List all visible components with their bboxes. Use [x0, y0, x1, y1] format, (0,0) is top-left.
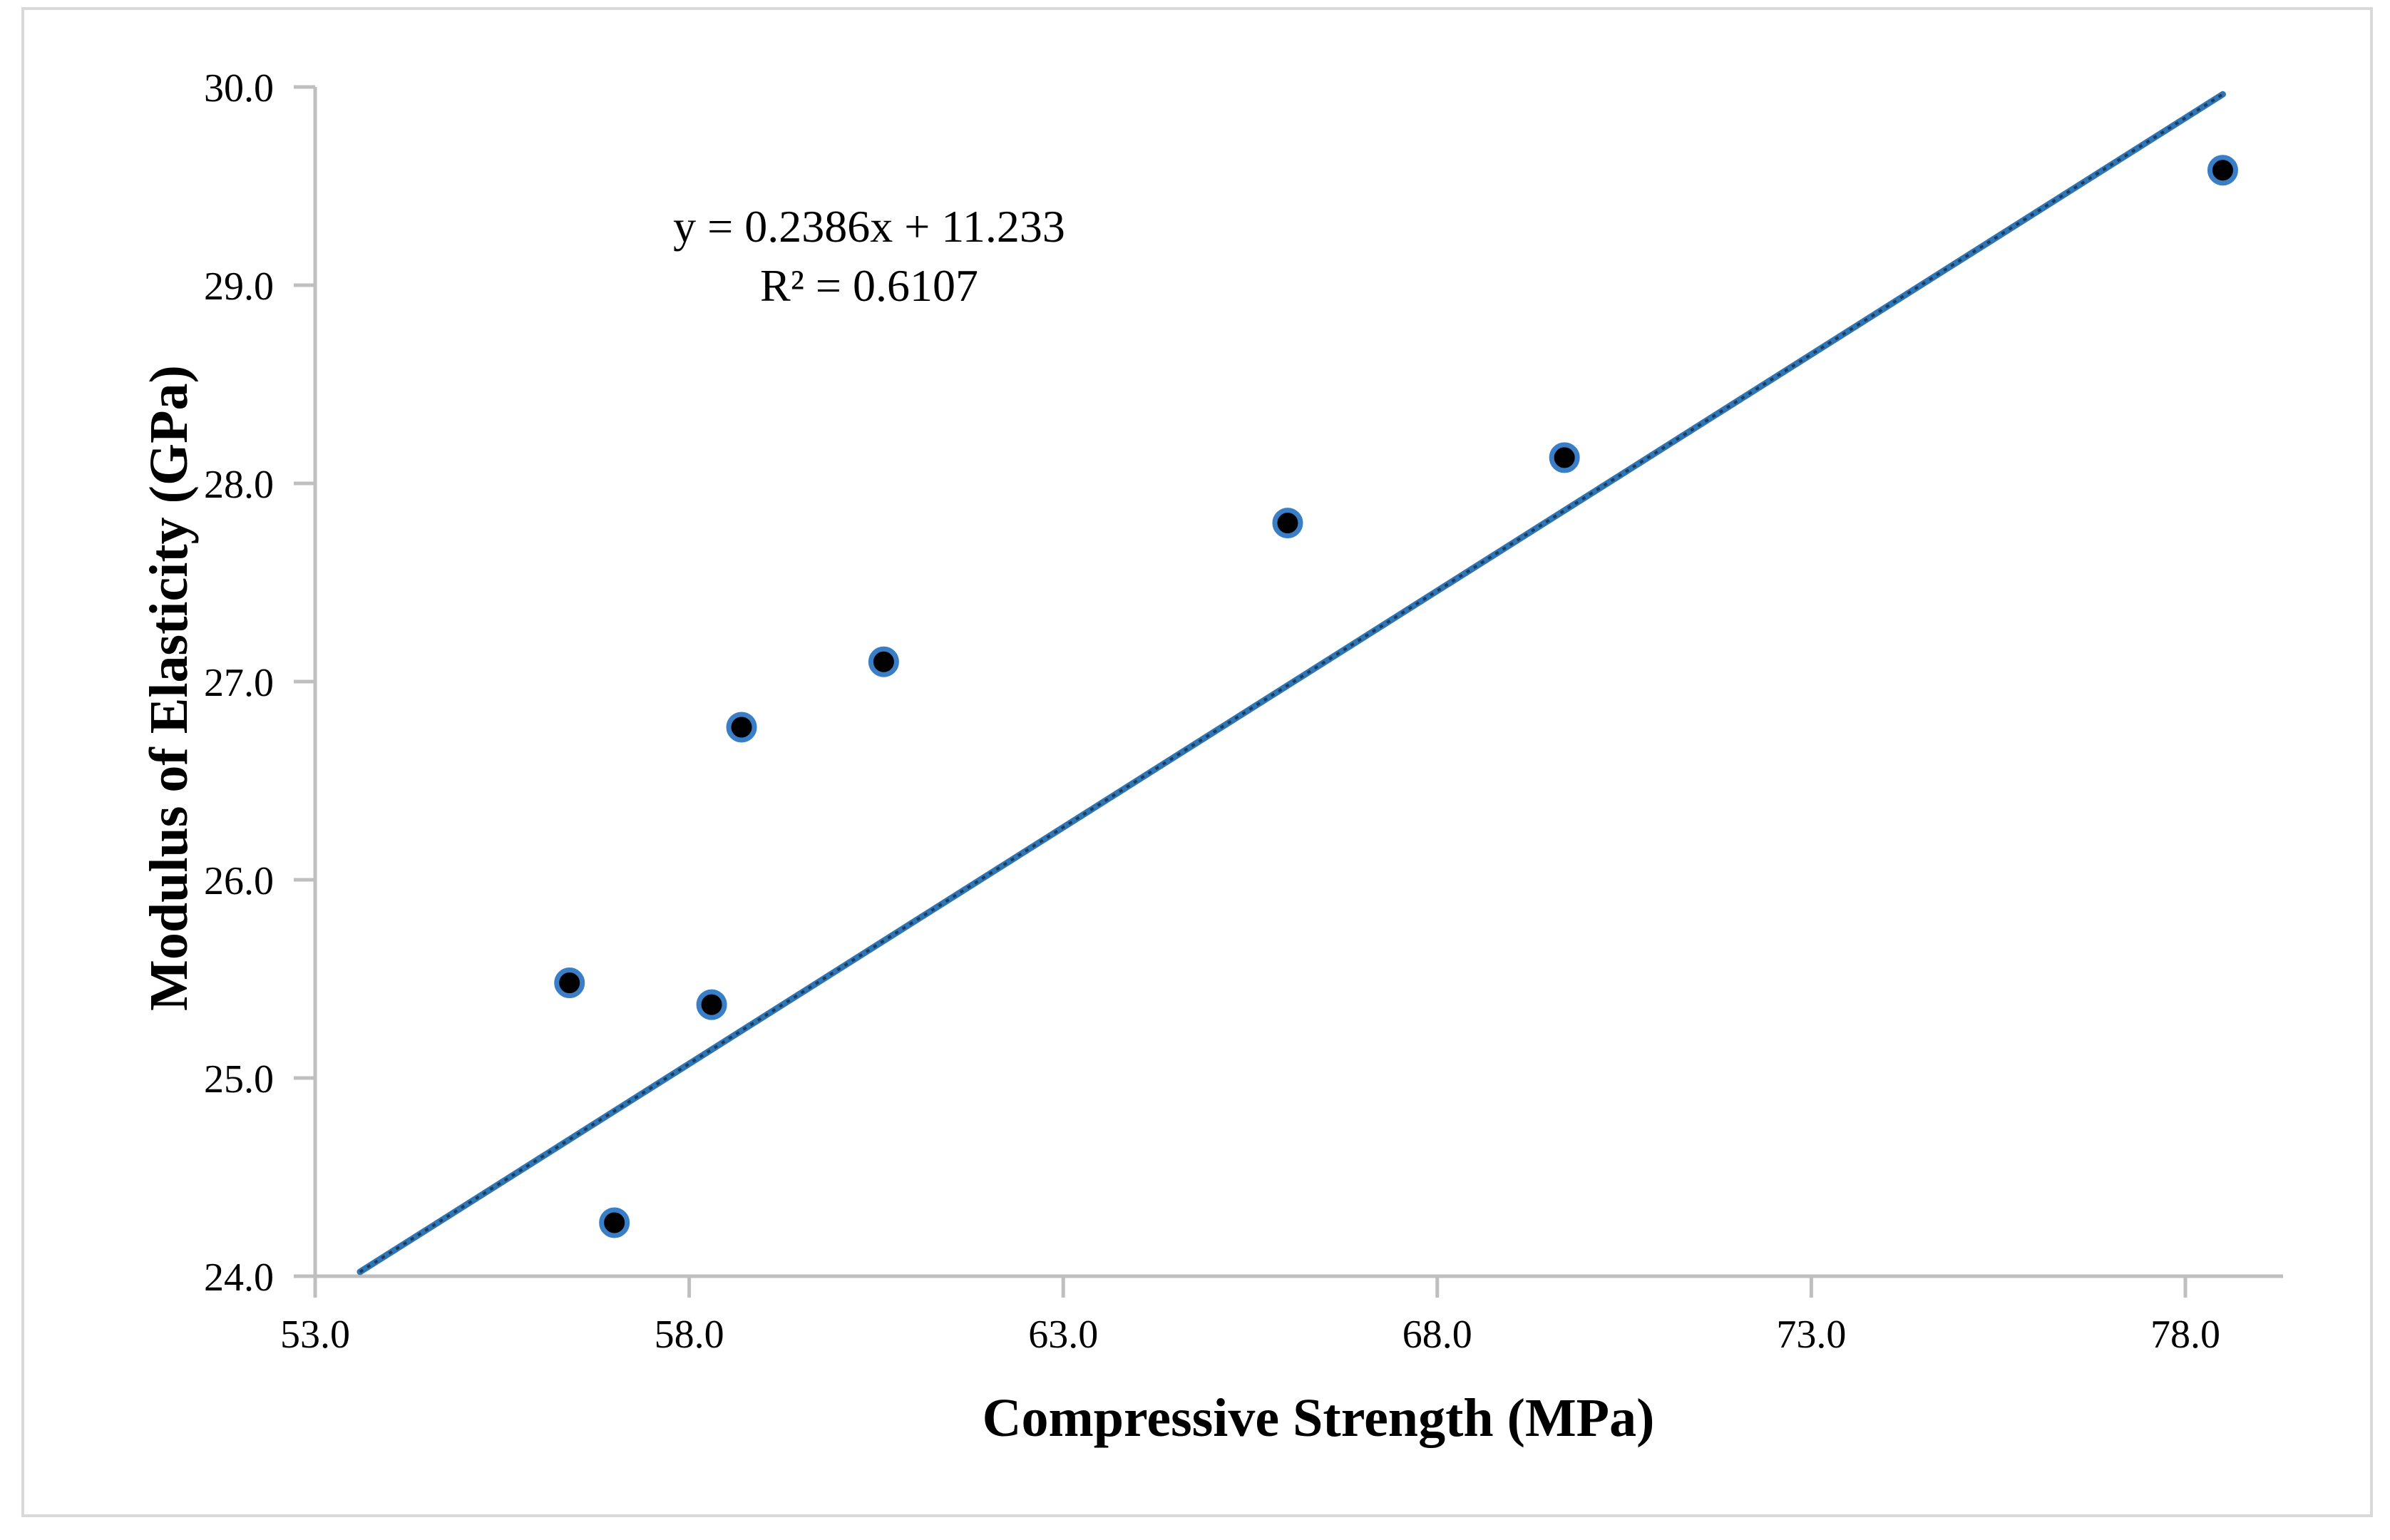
data-point [726, 712, 757, 743]
y-tick-label: 29.0 [204, 265, 274, 309]
trendline-layer [357, 91, 2226, 1275]
data-point [1549, 442, 1580, 473]
y-tick-label: 30.0 [204, 66, 274, 111]
x-axis-title: Compressive Strength (MPa) [983, 1388, 1655, 1448]
labels-layer: 53.0 58.0 63.0 68.0 73.0 78.0 24.0 25.0 26.0 27.0… [204, 66, 2220, 1357]
data-point [2207, 155, 2238, 186]
data-point [696, 989, 727, 1020]
data-point [554, 967, 585, 999]
x-tick-label: 58.0 [655, 1313, 724, 1357]
y-axis-title: Modulus of Elasticity (GPa) [139, 365, 199, 1011]
x-tick-label: 78.0 [2150, 1313, 2220, 1357]
data-point [599, 1207, 630, 1238]
data-point [868, 646, 899, 677]
y-tick-label: 26.0 [204, 859, 274, 903]
axes-layer [294, 85, 2283, 1298]
y-tick-label: 25.0 [204, 1057, 274, 1102]
trendline-equation: y = 0.2386x + 11.233 [673, 201, 1065, 252]
trendline [357, 91, 2226, 1275]
x-tick-label: 53.0 [280, 1313, 350, 1357]
x-tick-label: 68.0 [1402, 1313, 1472, 1357]
trendline-r2: R² = 0.6107 [760, 260, 978, 311]
chart-svg: 53.0 58.0 63.0 68.0 73.0 78.0 24.0 25.0 26.0 27.0… [139, 66, 2283, 1448]
points-layer [554, 155, 2238, 1238]
y-tick-label: 28.0 [204, 463, 274, 507]
x-tick-label: 63.0 [1028, 1313, 1098, 1357]
data-point [1272, 508, 1303, 539]
y-tick-label: 27.0 [204, 661, 274, 705]
chart-frame: 53.0 58.0 63.0 68.0 73.0 78.0 24.0 25.0 26.0 27.0… [21, 7, 2373, 1517]
x-tick-label: 73.0 [1776, 1313, 1846, 1357]
y-tick-label: 24.0 [204, 1256, 274, 1300]
